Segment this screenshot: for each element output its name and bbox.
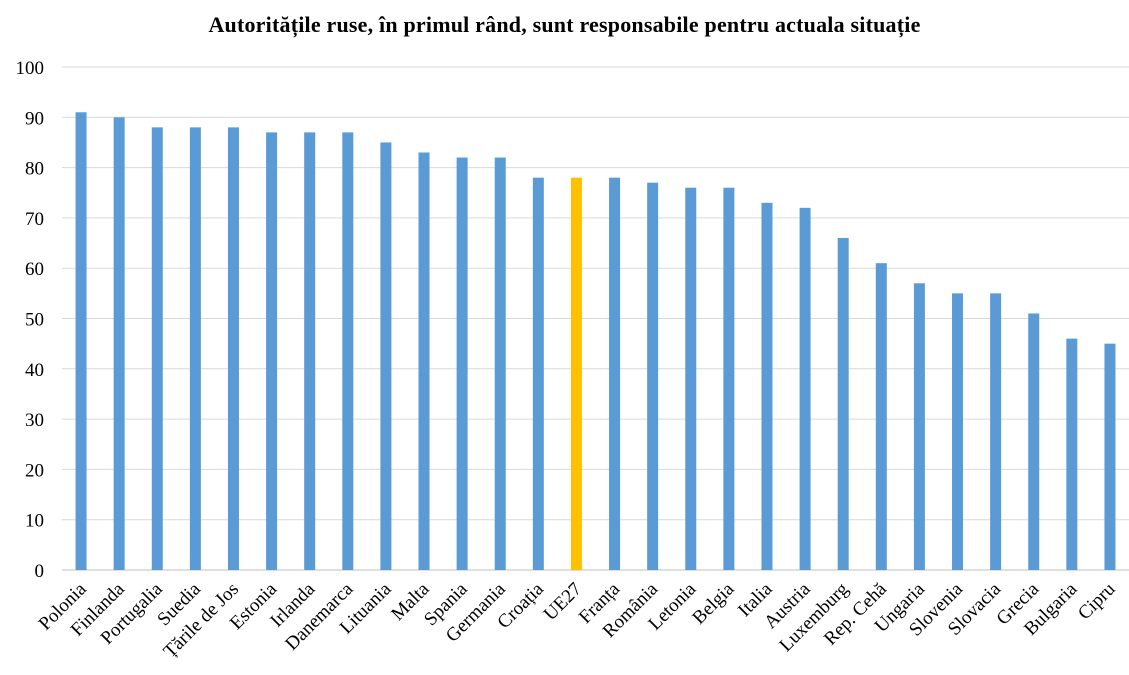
bar bbox=[456, 157, 468, 571]
y-tick-label: 20 bbox=[25, 460, 44, 481]
y-tick-label: 10 bbox=[25, 511, 44, 532]
bar bbox=[342, 132, 354, 570]
y-tick-label: 40 bbox=[25, 360, 44, 381]
bars bbox=[75, 112, 1116, 571]
bar bbox=[113, 117, 125, 571]
y-tick-label: 30 bbox=[25, 410, 44, 431]
bar bbox=[837, 238, 849, 570]
y-tick-label: 0 bbox=[35, 561, 45, 582]
chart-title: Autoritățile ruse, în primul rând, sunt … bbox=[208, 12, 921, 37]
bar bbox=[570, 177, 582, 570]
x-tick-label: Cipru bbox=[1074, 578, 1120, 624]
bar bbox=[494, 157, 506, 571]
bar bbox=[1104, 343, 1116, 570]
bar bbox=[1066, 338, 1078, 570]
bar bbox=[647, 182, 659, 570]
bar bbox=[227, 127, 239, 571]
bar bbox=[723, 187, 735, 570]
bar bbox=[685, 187, 697, 570]
y-tick-label: 80 bbox=[25, 159, 44, 180]
bar bbox=[761, 202, 773, 570]
bar bbox=[75, 112, 87, 571]
bar bbox=[266, 132, 278, 570]
bar bbox=[532, 177, 544, 570]
y-tick-label: 70 bbox=[25, 209, 44, 230]
bar bbox=[1028, 313, 1040, 570]
y-tick-label: 90 bbox=[25, 108, 44, 129]
y-tick-label: 50 bbox=[25, 310, 44, 331]
bar bbox=[418, 152, 430, 570]
bar bbox=[151, 127, 163, 571]
bar bbox=[799, 207, 811, 570]
y-axis-ticks: 0 10 20 30 40 50 60 70 80 90 100 bbox=[16, 58, 45, 582]
bar bbox=[380, 142, 392, 570]
bar bbox=[189, 127, 201, 571]
bar bbox=[875, 263, 887, 570]
bar bbox=[952, 293, 964, 570]
gridlines bbox=[62, 66, 1129, 571]
bar bbox=[304, 132, 316, 570]
bar bbox=[913, 283, 925, 570]
y-tick-label: 60 bbox=[25, 259, 44, 280]
bar bbox=[990, 293, 1002, 570]
bar bbox=[609, 177, 621, 570]
y-tick-label: 100 bbox=[16, 58, 45, 79]
x-tick-label: Belgia bbox=[688, 578, 738, 628]
